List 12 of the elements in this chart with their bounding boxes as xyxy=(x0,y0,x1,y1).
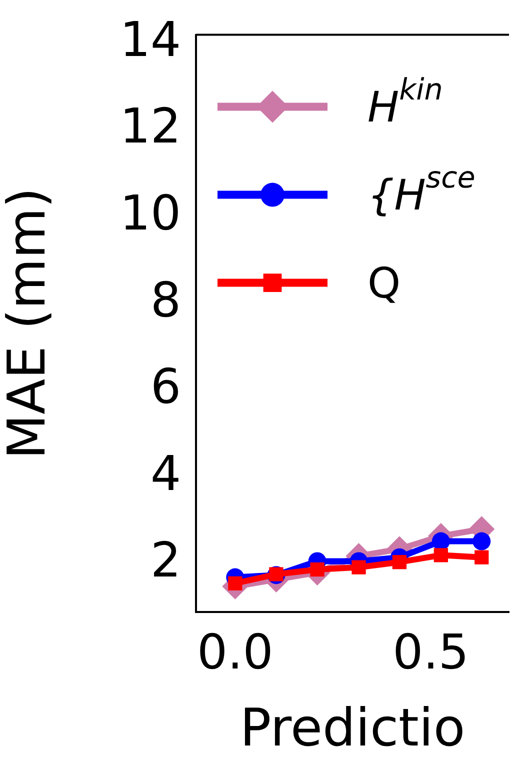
y-tick-label: 8 xyxy=(150,272,181,328)
y-tick-label: 14 xyxy=(120,12,181,68)
y-tick-label: 10 xyxy=(120,186,181,242)
legend-label: Q xyxy=(368,258,401,308)
x-tick-label: 0.0 xyxy=(196,624,274,680)
y-tick-label: 4 xyxy=(150,446,181,502)
y-tick-label: 2 xyxy=(150,532,181,589)
x-tick-label: 0.5 xyxy=(392,624,469,680)
x-axis-title: Predictio xyxy=(240,698,466,758)
y-tick-label: 6 xyxy=(150,359,181,416)
y-tick-label: 12 xyxy=(120,98,181,155)
y-axis-title: MAE (mm) xyxy=(0,188,58,460)
